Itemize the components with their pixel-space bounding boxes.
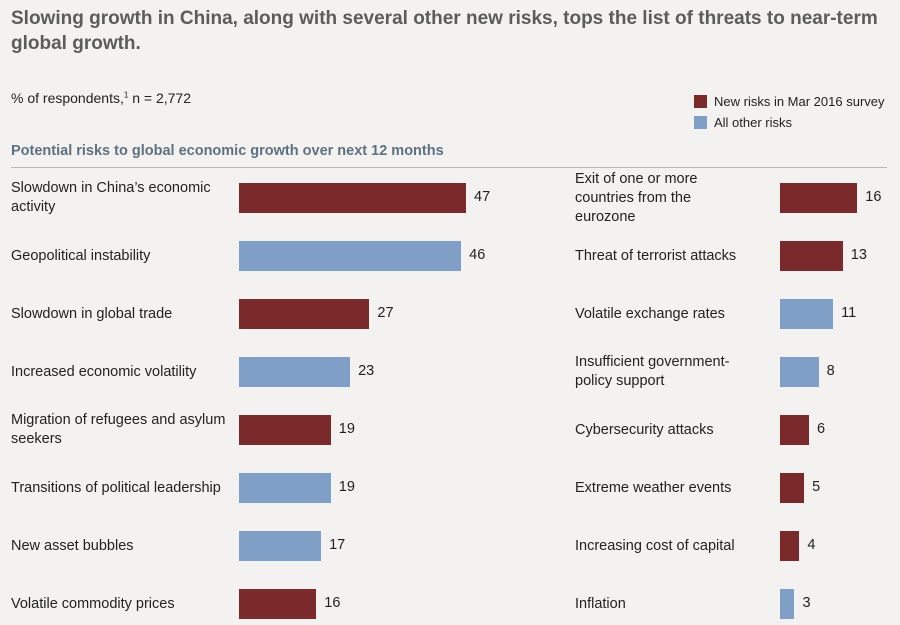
bar-value-label: 19: [338, 421, 355, 437]
bar-value-label: 27: [377, 305, 394, 321]
bar-label: Increased economic volatility: [11, 363, 197, 380]
legend-swatch-new: [694, 95, 707, 108]
bar-label: Volatile commodity prices: [11, 595, 175, 612]
legend-item-new: New risks in Mar 2016 survey: [694, 91, 885, 112]
legend-label: All other risks: [714, 115, 793, 130]
bar-new: [239, 589, 317, 619]
bar-other: [239, 241, 462, 271]
bar-new: [780, 183, 858, 213]
bar-value-label: 11: [841, 305, 857, 321]
legend-swatch-other: [694, 116, 707, 129]
bar-label: Exit of one or more countries from the e…: [575, 170, 698, 225]
bar-value-label: 46: [469, 247, 486, 263]
sample-size: n = 2,772: [128, 90, 191, 106]
bar-value-label: 19: [338, 479, 355, 495]
legend-item-other: All other risks: [694, 112, 885, 133]
bar-new: [239, 183, 466, 213]
chart-subtitle: % of respondents,1 n = 2,772: [11, 90, 191, 106]
bar-value-label: 16: [865, 189, 882, 205]
bar-other: [780, 589, 795, 619]
bar-label: Slowdown in global trade: [11, 305, 173, 322]
bar-new: [780, 241, 843, 271]
bar-new: [239, 415, 331, 445]
bar-other: [780, 299, 834, 329]
legend-label: New risks in Mar 2016 survey: [714, 94, 885, 109]
bar-value-label: 4: [807, 537, 816, 553]
bar-label: Inflation: [575, 595, 626, 612]
bar-other: [239, 531, 322, 561]
bar-new: [780, 473, 805, 503]
footnote-marker: 1: [123, 90, 129, 100]
bar-value-label: 8: [826, 363, 835, 379]
bar-value-label: 5: [812, 479, 821, 495]
bar-value-label: 23: [358, 363, 375, 379]
bar-other: [239, 357, 351, 387]
bar-label: Threat of terrorist attacks: [575, 247, 737, 264]
bar-other: [780, 357, 819, 387]
bar-label: Insufficient government-policy support: [575, 354, 730, 389]
section-heading: Potential risks to global economic growt…: [11, 143, 444, 159]
bar-label: New asset bubbles: [11, 537, 134, 554]
bar-label: Transitions of political leadership: [11, 479, 221, 496]
bar-new: [780, 531, 800, 561]
bar-label: Increasing cost of capital: [575, 537, 735, 554]
bar-value-label: 6: [816, 421, 826, 437]
bar-new: [239, 299, 370, 329]
bar-label: Cybersecurity attacks: [575, 421, 714, 438]
bar-label: Geopolitical instability: [11, 247, 151, 264]
bar-value-label: 17: [329, 537, 346, 553]
legend: New risks in Mar 2016 survey All other r…: [694, 91, 885, 133]
bar-value-label: 13: [850, 247, 867, 263]
subtitle-text: % of respondents,: [11, 90, 124, 106]
bar-value-label: 3: [802, 595, 811, 611]
bar-new: [780, 415, 809, 445]
bar-other: [239, 473, 331, 503]
chart-title: Slowing growth in China, along with seve…: [11, 8, 878, 54]
bar-value-label: 47: [474, 189, 491, 205]
bar-value-label: 16: [324, 595, 341, 611]
divider: [11, 167, 887, 168]
bar-label: Extreme weather events: [575, 479, 732, 496]
bar-label: Slowdown in China’s economic activity: [11, 180, 211, 215]
bar-label: Volatile exchange rates: [575, 305, 725, 322]
bar-label: Migration of refugees and asylum seekers: [11, 412, 226, 447]
